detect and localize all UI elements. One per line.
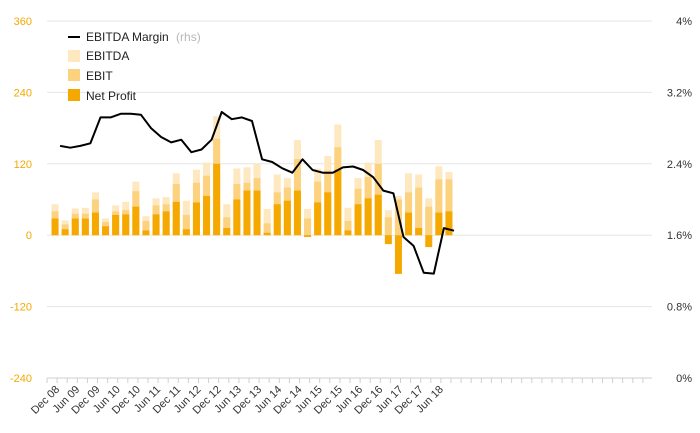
ebit-bar	[445, 179, 453, 236]
net-profit-bar	[344, 230, 352, 236]
right-tick-label: 4%	[676, 16, 692, 28]
margin-line-group	[59, 111, 455, 275]
net-profit-bar	[102, 226, 110, 236]
net-profit-bar	[273, 204, 281, 236]
net-profit-bar	[445, 211, 453, 236]
legend-ebitda-swatch	[68, 50, 80, 62]
net-profit-bar	[51, 218, 59, 236]
net-profit-bar	[354, 204, 362, 236]
ebit-bar	[223, 217, 231, 236]
net-profit-bar	[314, 202, 322, 236]
net-profit-bar	[364, 198, 372, 236]
net-profit-bar	[122, 214, 130, 236]
left-tick-label: 0	[26, 230, 32, 242]
legend-net-profit-swatch	[68, 89, 80, 101]
net-profit-bar	[243, 190, 251, 236]
ebit-bar	[304, 218, 312, 236]
left-tick-label: 240	[14, 87, 32, 99]
net-profit-bar	[415, 228, 423, 236]
ebitda-bar	[263, 209, 271, 236]
ebitda-margin-line	[59, 111, 455, 275]
net-profit-bar	[71, 218, 79, 236]
net-profit-bar	[172, 201, 180, 236]
ebit-bar	[415, 187, 423, 236]
ebit-bar	[435, 179, 443, 236]
right-tick-label: 2.4%	[667, 159, 692, 171]
net-profit-bar	[81, 218, 89, 236]
net-profit-bar	[405, 212, 413, 236]
legend-ebit-swatch	[68, 69, 80, 81]
net-profit-bar	[112, 214, 120, 236]
net-profit-bar	[182, 229, 190, 236]
legend-ebit-label: EBIT	[86, 69, 113, 83]
ebit-bar	[182, 214, 190, 236]
net-profit-bar	[203, 195, 211, 236]
net-profit-bar	[91, 212, 99, 236]
net-profit-bar	[374, 194, 382, 236]
ebit-bar	[142, 220, 150, 236]
left-tick-label: 120	[14, 159, 32, 171]
legend-margin-suffix: (rhs)	[176, 30, 201, 44]
net-profit-bar	[132, 206, 140, 236]
right-tick-label: 0.8%	[667, 302, 692, 314]
net-profit-bar	[61, 229, 69, 236]
legend-margin-label: EBITDA Margin (rhs)	[86, 30, 201, 44]
net-profit-bar	[152, 214, 160, 236]
legend: EBITDA Margin (rhs) EBITDA EBIT Net Prof…	[68, 30, 201, 103]
left-tick-label: -240	[10, 373, 32, 385]
net-profit-bar	[384, 235, 392, 245]
left-tick-label: 360	[14, 16, 32, 28]
left-tick-label: -120	[10, 302, 32, 314]
bars	[51, 116, 453, 274]
ebit-bar	[344, 220, 352, 236]
net-profit-bar	[263, 232, 271, 236]
net-profit-bar	[304, 235, 312, 237]
net-profit-bar	[223, 228, 231, 236]
net-profit-bar	[283, 200, 291, 236]
legend-ebitda-label: EBITDA	[86, 49, 129, 63]
legend-margin-name: EBITDA Margin	[86, 30, 169, 44]
right-tick-label: 3.2%	[667, 87, 692, 99]
net-profit-bar	[192, 202, 200, 236]
net-profit-bar	[142, 230, 150, 236]
right-tick-label: 0%	[676, 373, 692, 385]
net-profit-bar	[435, 212, 443, 236]
net-profit-bar	[162, 211, 170, 236]
net-profit-bar	[213, 163, 221, 236]
net-profit-bar	[425, 235, 433, 248]
legend-net-profit-label: Net Profit	[86, 89, 137, 103]
net-profit-bar	[293, 190, 301, 236]
net-profit-bar	[233, 199, 241, 236]
ebit-bar	[384, 217, 392, 236]
ebit-bar	[263, 223, 271, 236]
net-profit-bar	[394, 235, 402, 274]
net-profit-bar	[324, 192, 332, 236]
net-profit-bar	[253, 190, 261, 236]
ebit-bar	[425, 206, 433, 236]
right-tick-label: 1.6%	[667, 230, 692, 242]
net-profit-bar	[334, 169, 342, 236]
